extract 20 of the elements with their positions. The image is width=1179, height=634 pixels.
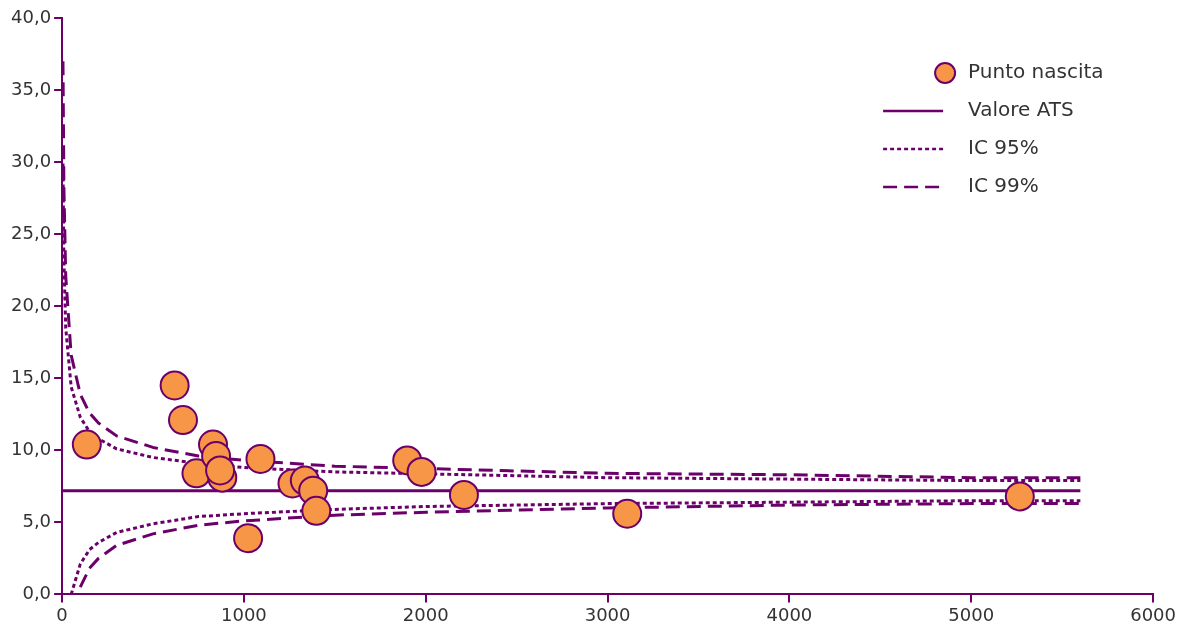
legend-label: IC 95% [968,135,1039,160]
x-tick-label: 3000 [584,603,631,625]
x-tick-label: 6000 [1130,603,1176,625]
y-tick-label: 0,0 [22,582,52,604]
x-tick-label: 0 [56,603,68,625]
y-tick-label: 15,0 [11,365,52,387]
x-tick-label: 2000 [402,603,449,625]
y-tick-label: 35,0 [11,77,52,99]
y-tick-label: 30,0 [11,149,52,171]
legend-label: IC 99% [968,173,1039,198]
x-tick-label: 1000 [221,603,267,625]
y-tick-label: 20,0 [11,293,52,315]
y-tick-label: 5,0 [22,510,52,532]
x-tick-label: 5000 [948,603,995,625]
y-tick-label: 10,0 [11,437,52,459]
y-tick-label: 40,0 [11,5,52,27]
legend-label: Punto nascita [968,59,1104,84]
y-tick-label: 25,0 [11,221,52,243]
x-tick-label: 4000 [766,603,813,625]
legend-label: Valore ATS [968,97,1074,122]
